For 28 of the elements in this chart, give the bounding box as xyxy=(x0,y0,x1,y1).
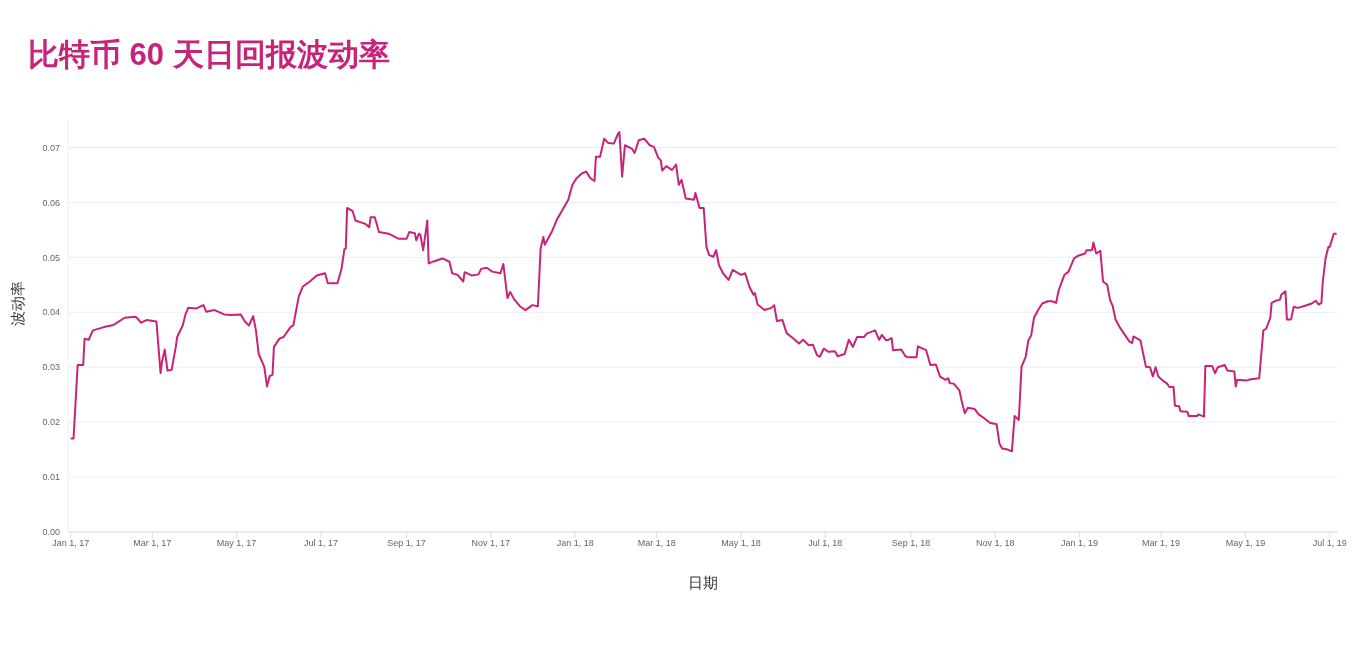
chart-title: 比特币 60 天日回报波动率 xyxy=(28,36,390,74)
y-tick-label: 0.07 xyxy=(42,142,60,153)
y-tick-label: 0.06 xyxy=(42,197,60,208)
y-axis-title: 波动率 xyxy=(9,281,27,326)
x-tick-label: May 1, 19 xyxy=(1225,538,1266,549)
line-series xyxy=(69,131,1338,453)
x-tick-label: Mar 1, 19 xyxy=(1142,538,1181,549)
x-tick-label: Jan 1, 18 xyxy=(556,538,594,549)
x-tick-label: May 1, 18 xyxy=(721,538,761,549)
x-tick-label: Mar 1, 17 xyxy=(133,538,172,549)
x-tick-label: Jul 1, 17 xyxy=(303,538,338,549)
x-tick-label: Sep 1, 18 xyxy=(891,538,931,549)
x-tick-label: Sep 1, 17 xyxy=(387,538,426,549)
y-tick-label: 0.02 xyxy=(42,417,60,428)
x-tick-label: May 1, 17 xyxy=(216,538,257,549)
y-tick-label: 0.00 xyxy=(42,527,60,538)
x-tick-label: Jul 1, 19 xyxy=(1312,538,1347,549)
y-tick-label: 0.04 xyxy=(42,307,60,318)
x-tick-label: Nov 1, 17 xyxy=(471,538,511,549)
y-tick-label: 0.05 xyxy=(42,252,60,263)
x-tick-label: Mar 1, 18 xyxy=(637,538,676,549)
x-tick-label: Jul 1, 18 xyxy=(808,538,843,549)
y-tick-label: 0.01 xyxy=(42,472,60,483)
y-tick-label: 0.03 xyxy=(42,362,60,373)
x-tick-label: Nov 1, 18 xyxy=(976,538,1015,549)
x-tick-label: Jan 1, 17 xyxy=(52,538,90,549)
x-tick-label: Jan 1, 19 xyxy=(1061,538,1099,549)
x-axis-title: 日期 xyxy=(688,574,718,591)
